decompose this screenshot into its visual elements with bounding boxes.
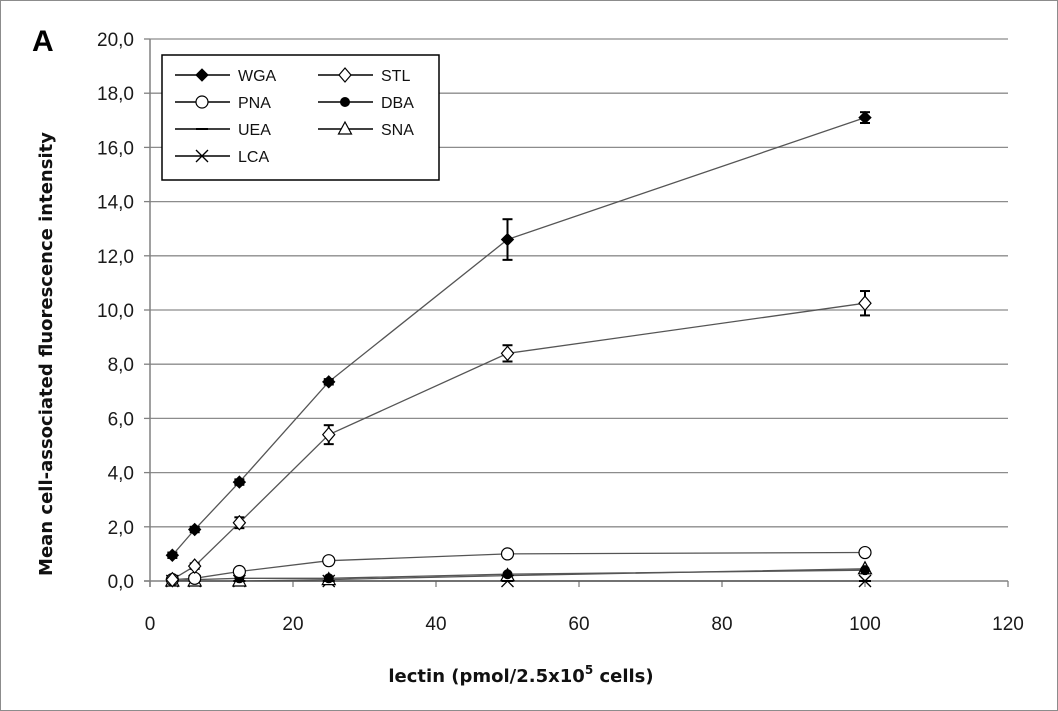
data-point-pna: [322, 554, 336, 568]
x-tick-label: 40: [425, 614, 446, 635]
x-axis-title-main: lectin (pmol/2.5x10: [388, 666, 584, 687]
x-tick-label: 60: [568, 614, 589, 635]
error-bars: [167, 111, 870, 582]
series-line-wga: [171, 116, 866, 556]
y-tick-label: 16,0: [97, 138, 134, 159]
series-lines: [171, 116, 866, 582]
data-point-pna: [500, 547, 515, 561]
x-tick-label: 80: [711, 614, 732, 635]
y-tick-label: 6,0: [108, 409, 134, 430]
data-point-dba: [860, 565, 870, 576]
legend-item-wga: WGA: [175, 68, 277, 85]
legend-marker-stl: [338, 67, 352, 83]
legend-label-dba: DBA: [381, 95, 414, 112]
y-tick-label: 20,0: [97, 30, 134, 51]
data-point-wga: [232, 475, 247, 489]
data-point-stl: [858, 295, 872, 312]
legend-item-lca: LCA: [175, 149, 269, 166]
legend-item-stl: STL: [318, 67, 410, 85]
legend-marker-pna: [195, 95, 209, 109]
x-tick-label: 100: [849, 614, 881, 635]
data-point-wga: [858, 110, 872, 125]
data-point-stl: [321, 426, 336, 443]
data-point-dba: [323, 573, 334, 584]
series-line-sna: [172, 568, 866, 582]
legend-label-stl: STL: [381, 68, 410, 85]
data-point-stl: [500, 345, 515, 362]
tick-labels: 0,0 2,0 4,0 6,0 8,0 10,0 12,0 14,0 16,0 18,0 20,0 0…: [97, 30, 1024, 635]
legend-marker-wga: [195, 68, 209, 82]
data-point-pna: [188, 571, 202, 585]
x-tick-label: 120: [992, 614, 1024, 635]
legend-label-lca: LCA: [238, 149, 269, 166]
data-point-stl: [232, 514, 247, 531]
data-point-wga: [187, 522, 202, 537]
legend-item-uea: UEA: [175, 122, 271, 139]
y-tick-label: 14,0: [97, 193, 134, 214]
legend-marker-sna: [337, 120, 353, 135]
data-point-wga: [165, 548, 180, 562]
x-axis-title: lectin (pmol/2.5x105 cells): [388, 663, 653, 687]
y-tick-label: 8,0: [108, 355, 134, 376]
legend-item-pna: PNA: [175, 95, 271, 112]
y-tick-label: 0,0: [108, 572, 134, 593]
y-tick-label: 2,0: [108, 518, 134, 539]
x-axis-title-superscript: 5: [585, 663, 593, 677]
legend-items: WGA STL PNA DBA UEA SNA LCA: [175, 67, 414, 166]
data-markers: [164, 110, 873, 588]
y-tick-label: 12,0: [97, 247, 134, 268]
legend-label-wga: WGA: [238, 68, 277, 85]
panel-label: A: [32, 25, 54, 58]
data-point-wga: [500, 232, 515, 247]
legend-label-pna: PNA: [238, 95, 271, 112]
y-tick-label: 4,0: [108, 464, 134, 485]
legend-marker-dba: [340, 97, 350, 107]
x-tick-label: 20: [282, 614, 303, 635]
data-point-stl: [187, 558, 202, 575]
legend: WGA STL PNA DBA UEA SNA LCA: [161, 54, 440, 181]
data-point-dba: [502, 569, 513, 580]
y-tick-label: 10,0: [97, 301, 134, 322]
legend-box: [161, 54, 440, 181]
y-axis-title: Mean cell-associated fluorescence intens…: [36, 132, 57, 576]
x-axis-title-suffix: cells): [593, 666, 653, 687]
data-point-wga: [322, 375, 336, 389]
legend-item-dba: DBA: [318, 95, 414, 112]
legend-marker-lca: [195, 149, 209, 163]
legend-item-sna: SNA: [318, 120, 414, 139]
data-point-pna: [858, 545, 872, 560]
legend-label-uea: UEA: [238, 122, 271, 139]
data-point-pna: [232, 564, 246, 579]
legend-label-sna: SNA: [381, 122, 414, 139]
x-tick-label: 0: [145, 614, 156, 635]
data-point-stl: [165, 571, 180, 588]
y-tick-label: 18,0: [97, 84, 134, 105]
